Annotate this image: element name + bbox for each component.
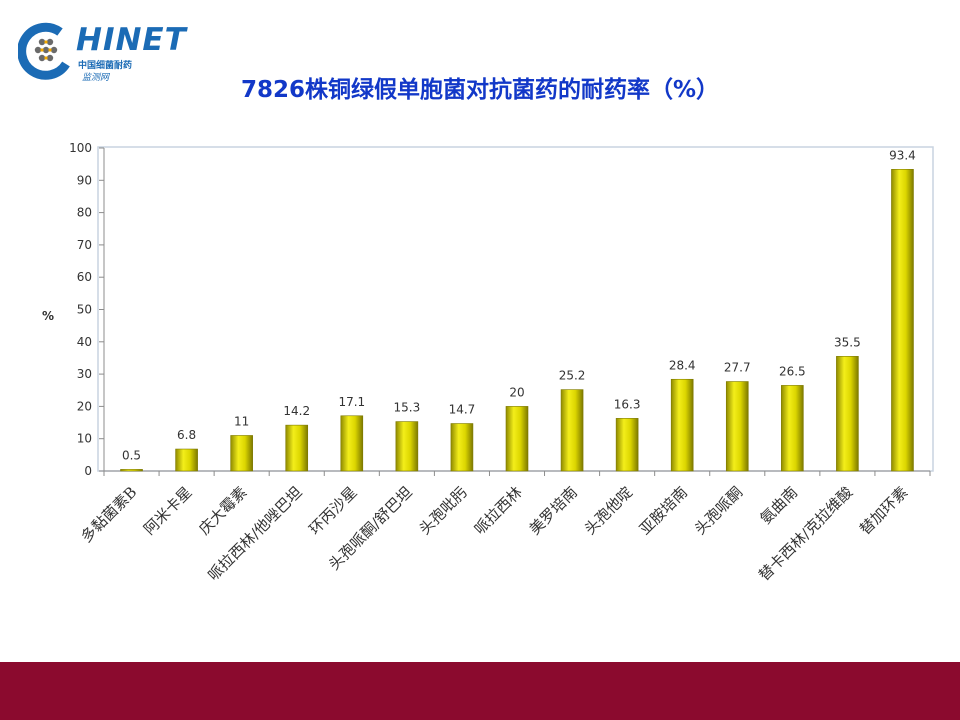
data-label: 14.7: [449, 403, 476, 417]
x-category-label: 亚胺培南: [636, 483, 691, 538]
y-tick-label: 80: [77, 206, 92, 220]
data-label: 15.3: [394, 401, 421, 415]
axes: 0 10 20 30 40 50 60 70 80 90 100 多黏菌素B 阿米卡星 庆大霉素哌拉西林/…: [69, 141, 931, 584]
x-category-label: 头孢哌酮: [691, 483, 746, 538]
data-label: 20: [509, 385, 524, 399]
data-label: 16.3: [614, 397, 641, 411]
x-category-label: 阿米卡星: [140, 483, 195, 538]
data-label: 27.7: [724, 361, 751, 375]
bar: [891, 169, 914, 472]
bar: [230, 435, 253, 472]
x-category-label: 庆大霉素: [195, 483, 250, 538]
data-label: 26.5: [779, 364, 806, 378]
y-tick-label: 40: [77, 335, 92, 349]
data-label: 35.5: [834, 335, 861, 349]
data-label: 17.1: [338, 395, 365, 409]
x-category-label: 头孢吡肟: [416, 483, 471, 538]
bar: [725, 381, 749, 472]
footer-band: [0, 662, 960, 720]
bars: 0.5 6.8 11 14.2 17.1 15.3 14.7 20 25.2 16.3 28.4 27…: [120, 148, 916, 472]
data-label: 28.4: [669, 358, 696, 372]
bar-chart: 0 10 20 30 40 50 60 70 80 90 100 多黏菌素B 阿米卡星 庆大霉素哌拉西林/…: [42, 141, 934, 584]
data-label: 11: [234, 414, 249, 428]
y-tick-label: 90: [77, 173, 92, 187]
x-category-label: 哌拉西林: [471, 483, 526, 538]
bar: [781, 385, 804, 472]
x-category-label: 头孢他啶: [581, 483, 636, 538]
hinet-logo: HINET 中国细菌耐药 监测网: [17, 20, 186, 90]
x-category-label: 多黏菌素B: [77, 483, 140, 546]
x-category-label: 哌拉西林/他唑巴坦: [204, 483, 305, 584]
bar: [340, 415, 364, 472]
bar: [120, 469, 143, 472]
bar: [560, 389, 584, 472]
x-category-label: 美罗培南: [526, 483, 581, 538]
y-tick-label: 100: [69, 141, 92, 155]
y-tick-label: 60: [77, 270, 92, 284]
page-title: 7826株铜绿假单胞菌对抗菌药的耐药率（%）: [240, 77, 720, 103]
data-label: 25.2: [559, 369, 586, 383]
bar: [450, 423, 474, 472]
y-tick-label: 30: [77, 367, 92, 381]
logo-wordmark: HINET: [76, 22, 187, 58]
data-label: 14.2: [283, 404, 310, 418]
data-label: 0.5: [122, 448, 141, 462]
y-tick-label: 70: [77, 238, 92, 252]
y-axis-label: %: [42, 309, 54, 323]
x-category-label: 环丙沙星: [305, 483, 360, 538]
x-category-label: 替加环素: [856, 483, 911, 538]
logo-subtitle-network: 监测网: [82, 73, 110, 83]
bar: [285, 424, 309, 472]
data-label: 93.4: [889, 148, 916, 162]
bar: [505, 406, 529, 472]
logo-globe-icon: [17, 22, 70, 80]
y-tick-label: 20: [77, 399, 92, 413]
bar: [175, 448, 198, 472]
bar: [615, 418, 639, 472]
data-label: 6.8: [177, 428, 196, 442]
x-category-label: 替卡西林/克拉维酸: [755, 483, 856, 584]
logo-subtitle-cn: 中国细菌耐药: [78, 61, 133, 71]
y-tick-label: 50: [77, 303, 92, 317]
bar: [670, 378, 694, 472]
bar: [836, 356, 859, 472]
y-tick-label: 10: [77, 432, 92, 446]
bar: [395, 421, 419, 472]
x-category-label: 氨曲南: [757, 483, 802, 528]
y-tick-label: 0: [84, 464, 92, 478]
